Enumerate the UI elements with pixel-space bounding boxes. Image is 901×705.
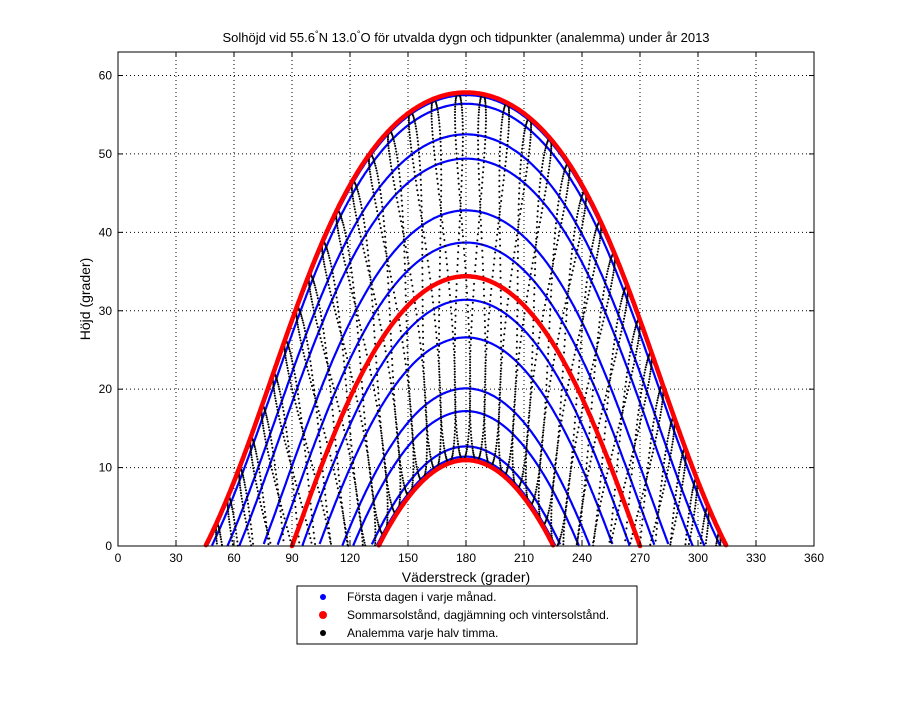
x-tick-label: 270: [630, 551, 650, 565]
chart-title: Solhöjd vid 55.6°N 13.0°O för utvalda dy…: [222, 29, 709, 45]
month-first-day-curve: [238, 157, 694, 547]
legend-box: [296, 585, 638, 645]
y-tick-label: 0: [105, 539, 112, 553]
ticks: 0 30 60 90 120 150 180 210 240 270 300 330 360 0 10 20 3…: [99, 52, 824, 565]
month-first-day-curve: [341, 387, 591, 546]
legend-marker-red: [319, 611, 327, 619]
x-tick-label: 0: [115, 551, 122, 565]
y-tick-label: 20: [99, 382, 113, 396]
y-tick-label: 30: [99, 304, 113, 318]
y-tick-label: 60: [99, 69, 113, 83]
solstice-equinox-curve: [203, 90, 729, 548]
y-tick-label: 50: [99, 147, 113, 161]
legend-label: Första dagen i varje månad.: [347, 590, 496, 604]
title-part: Solhöjd vid 55.6: [222, 30, 315, 45]
legend-marker-blue: [320, 594, 326, 600]
x-tick-label: 30: [169, 551, 183, 565]
month-first-day-curve: [276, 241, 656, 546]
x-tick-label: 90: [285, 551, 299, 565]
month-first-day-curve: [352, 410, 580, 546]
legend-marker-black: [320, 630, 326, 636]
x-tick-label: 60: [227, 551, 241, 565]
x-tick-label: 180: [456, 551, 476, 565]
analemma-curve: [226, 495, 239, 547]
title-part: N 13.0: [319, 30, 357, 45]
month-first-day-curve: [262, 209, 670, 545]
title-part: O för utvalda dygn och tidpunkter (anale…: [361, 30, 710, 45]
x-tick-label: 360: [804, 551, 824, 565]
y-axis-label: Höjd (grader): [77, 258, 93, 340]
solstice-equinox-curve: [376, 457, 556, 548]
x-tick-label: 210: [514, 551, 534, 565]
x-tick-label: 300: [688, 551, 708, 565]
x-tick-label: 120: [340, 551, 360, 565]
x-tick-label: 330: [746, 551, 766, 565]
legend-label: Sommarsolstånd, dagjämning och vintersol…: [347, 608, 609, 622]
legend-label: Analemma varje halv timma.: [347, 626, 498, 640]
month-first-day-curve: [370, 445, 562, 545]
x-tick-label: 150: [398, 551, 418, 565]
month-first-day-curve: [301, 298, 631, 546]
legend: Första dagen i varje månad. Sommarsolstå…: [296, 585, 638, 645]
degree-sign: °: [357, 29, 361, 39]
plot-area: [203, 90, 729, 549]
degree-sign: °: [315, 29, 319, 39]
y-tick-label: 10: [99, 461, 113, 475]
month-first-day-curve: [318, 336, 614, 545]
y-tick-label: 40: [99, 225, 113, 239]
x-axis-label: Väderstreck (grader): [402, 569, 530, 585]
analemma-curve: [320, 240, 377, 547]
solstice-equinox-curve: [289, 274, 643, 549]
analemma-curve: [271, 372, 313, 544]
x-tick-label: 240: [572, 551, 592, 565]
